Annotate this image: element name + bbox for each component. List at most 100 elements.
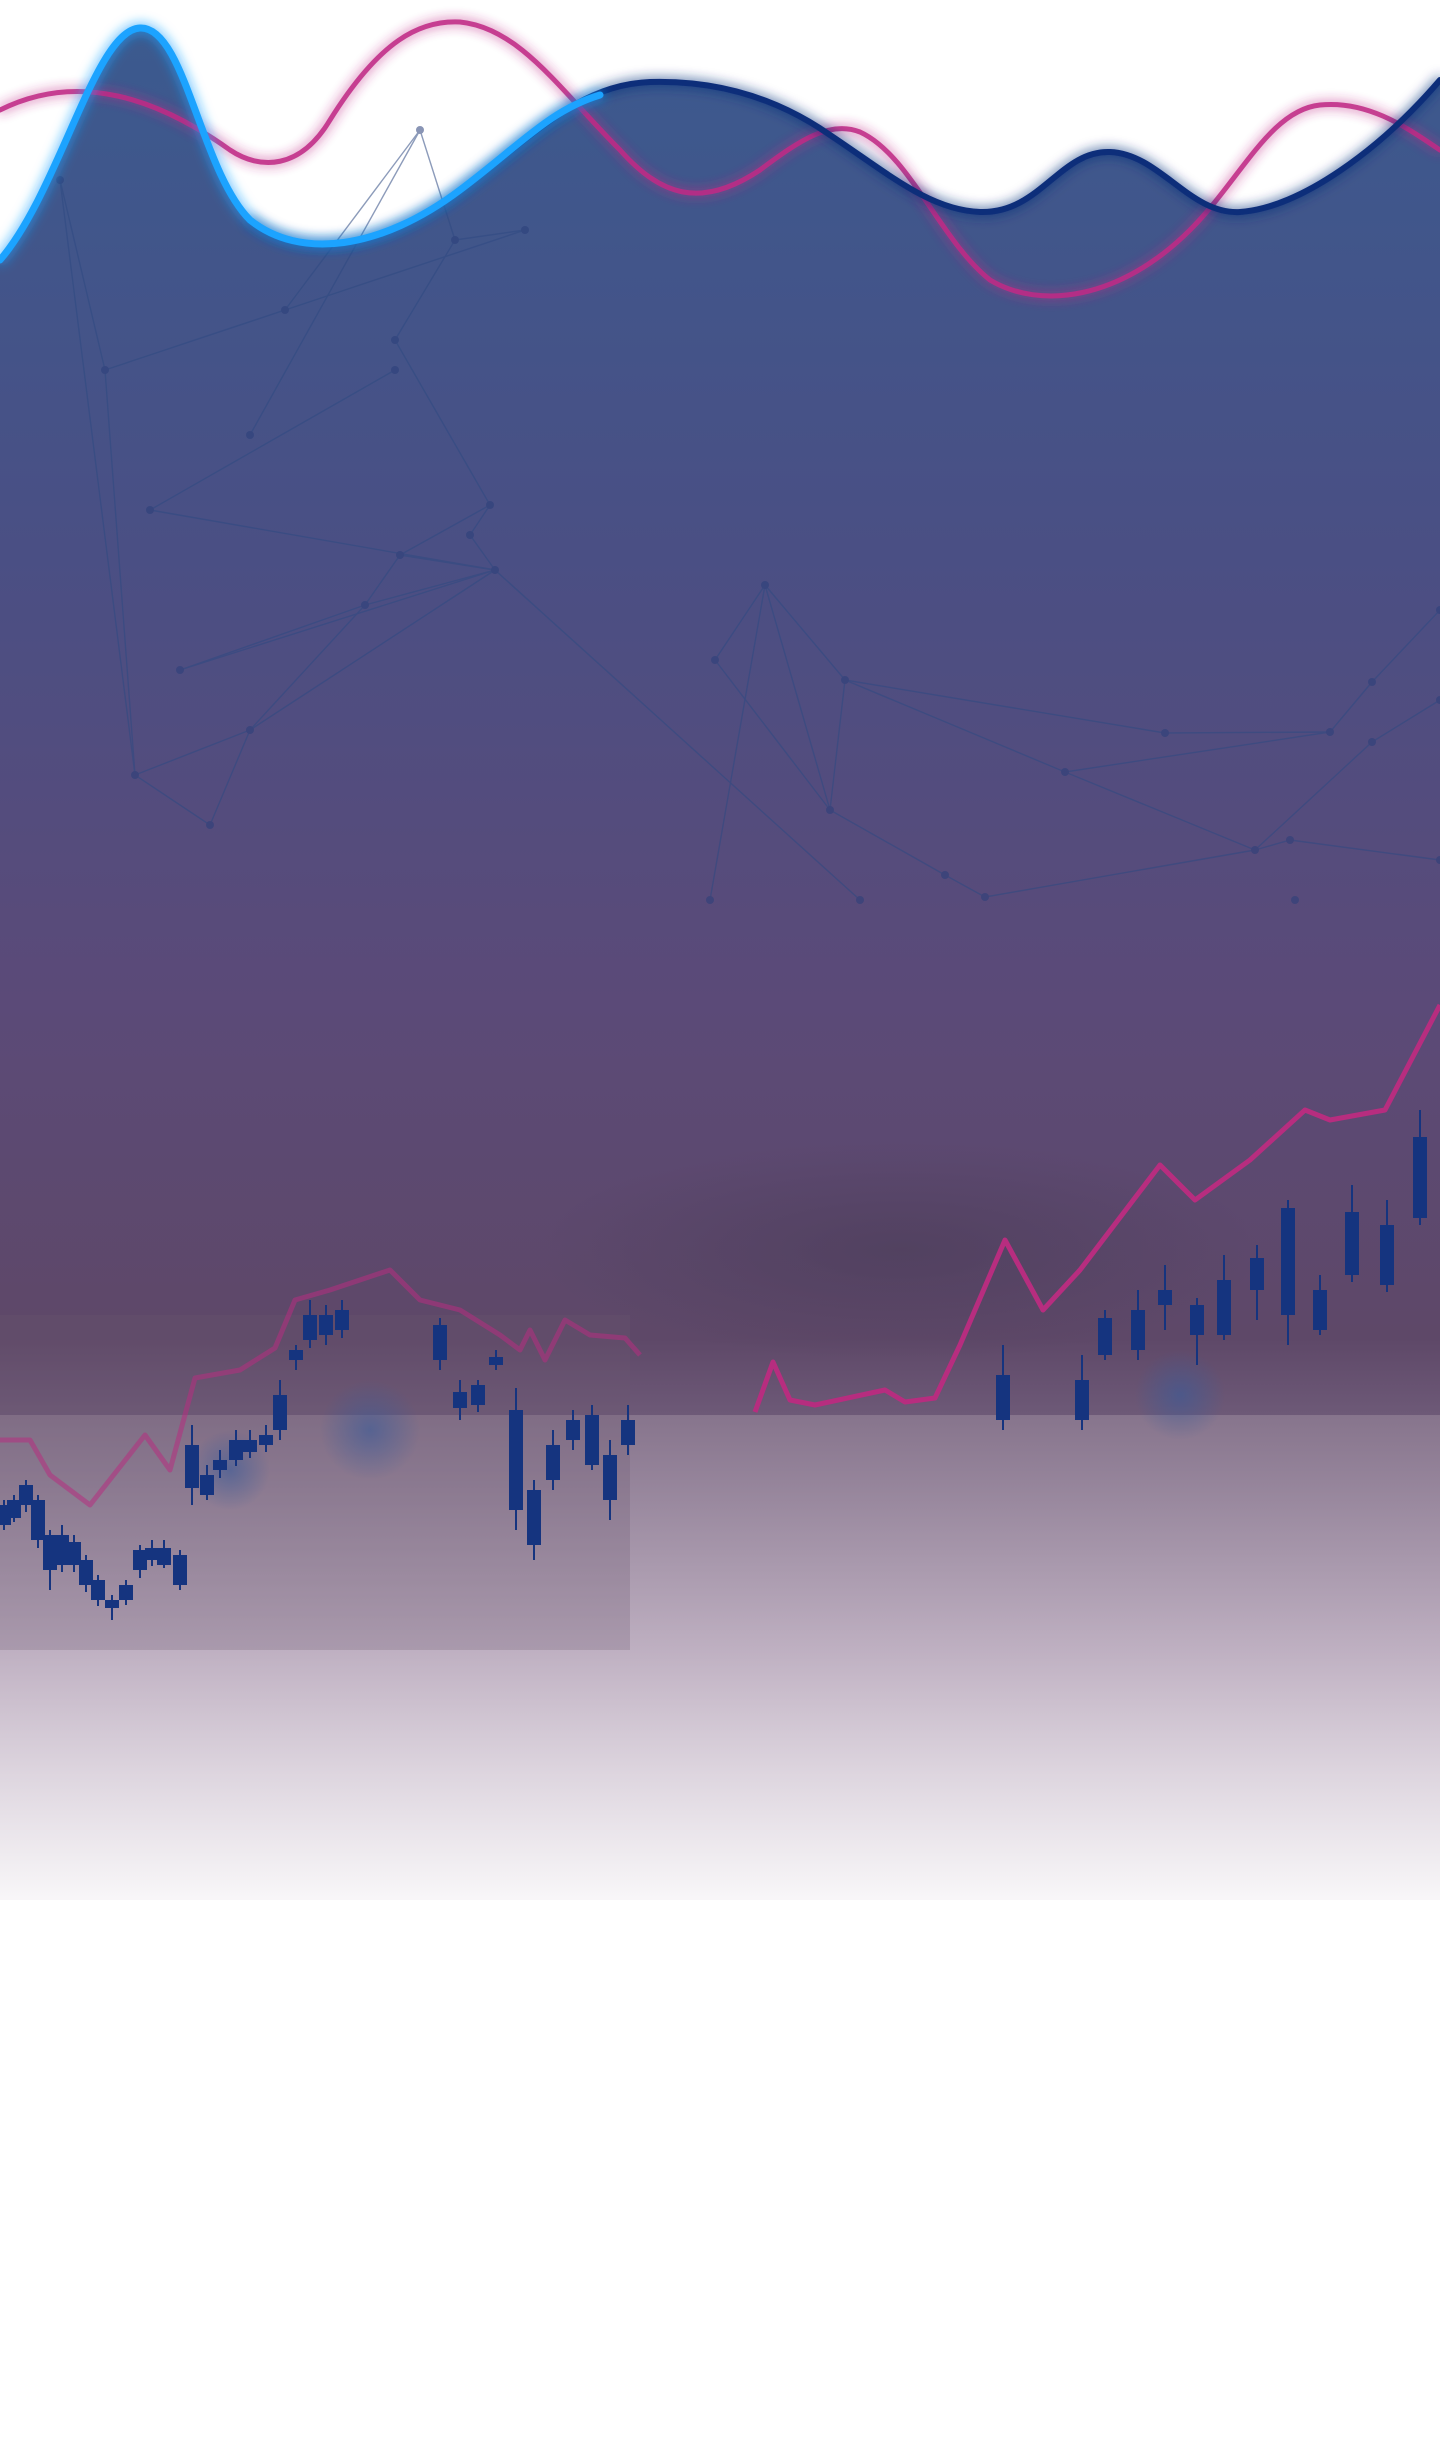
network-node (466, 531, 474, 539)
network-edge (764, 584, 846, 681)
network-edge (454, 229, 526, 241)
network-edge (364, 569, 496, 606)
network-edge (1254, 741, 1373, 851)
candle (566, 1410, 580, 1450)
candle (996, 1345, 1010, 1430)
blue-wave (0, 24, 604, 264)
network-node (101, 366, 109, 374)
candle (105, 1595, 119, 1620)
network-edge (1064, 731, 1331, 773)
network-node (416, 126, 424, 134)
network-edge (469, 534, 496, 571)
candle (229, 1430, 243, 1466)
candle (1313, 1275, 1327, 1335)
candle (1380, 1200, 1394, 1292)
network-node (206, 821, 214, 829)
network-node (941, 871, 949, 879)
network-node (451, 236, 459, 244)
candle (273, 1380, 287, 1440)
candle (433, 1318, 447, 1370)
network-node (826, 806, 834, 814)
network-edge (249, 569, 496, 731)
network-node (1326, 728, 1334, 736)
network-node (841, 676, 849, 684)
network-graph-icon (56, 126, 1440, 904)
candle (509, 1388, 523, 1530)
network-node (1436, 856, 1440, 864)
network-edge (179, 569, 496, 671)
candle (319, 1305, 333, 1345)
network-node (1436, 696, 1440, 704)
candle (1190, 1298, 1204, 1365)
network-node (361, 601, 369, 609)
network-edge (984, 849, 1256, 898)
candle (1098, 1310, 1112, 1360)
network-node (176, 666, 184, 674)
candle (527, 1480, 541, 1560)
candlestick-chart-icon (0, 1110, 1427, 1620)
network-edge (399, 504, 491, 556)
dark-glow (540, 1140, 1260, 1360)
candle (185, 1425, 199, 1505)
candle (19, 1480, 33, 1512)
network-edge (284, 229, 526, 311)
network-edge (844, 679, 1166, 734)
network-node (761, 581, 769, 589)
network-edge (134, 774, 211, 826)
network-edge (1164, 731, 1331, 734)
candle (1345, 1185, 1359, 1282)
network-node (706, 896, 714, 904)
candle (1217, 1255, 1231, 1340)
pink-wave-faint (0, 19, 1440, 299)
network-edge (1371, 609, 1440, 683)
candle (1413, 1110, 1427, 1225)
candle (335, 1300, 349, 1338)
candle (1075, 1355, 1089, 1430)
network-node (1286, 836, 1294, 844)
network-node (486, 501, 494, 509)
candle (173, 1550, 187, 1590)
network-edge (944, 874, 986, 898)
network-edge (709, 584, 766, 901)
candle (1158, 1265, 1172, 1330)
network-edge (249, 129, 421, 436)
candle (603, 1440, 617, 1520)
network-edge (714, 659, 831, 811)
candle (119, 1580, 133, 1605)
trend-line-right (752, 1003, 1440, 1413)
network-edge (469, 504, 491, 536)
network-node (246, 726, 254, 734)
network-edge (419, 129, 456, 241)
network-edge (284, 129, 421, 311)
network-edge (1329, 681, 1373, 733)
network-node (491, 566, 499, 574)
network-edge (829, 679, 846, 811)
candle (489, 1350, 503, 1370)
network-node (391, 366, 399, 374)
candle (157, 1540, 171, 1568)
network-node (281, 306, 289, 314)
candle (200, 1465, 214, 1500)
network-node (1436, 606, 1440, 614)
network-node (1251, 846, 1259, 854)
trend-line-left (0, 1267, 642, 1508)
network-node (711, 656, 719, 664)
network-edge (364, 554, 401, 606)
trend-lines (0, 1003, 1440, 1508)
candle (585, 1405, 599, 1470)
candle (243, 1430, 257, 1458)
network-edge (764, 584, 831, 811)
network-edge (494, 569, 861, 901)
wave-lines (0, 19, 1440, 299)
network-edge (179, 604, 366, 671)
network-edge (59, 179, 106, 371)
candle (0, 1500, 11, 1530)
network-edge (394, 239, 456, 341)
network-node (391, 336, 399, 344)
network-node (856, 896, 864, 904)
candle (67, 1535, 81, 1572)
network-edge (59, 179, 136, 776)
network-node (146, 506, 154, 514)
